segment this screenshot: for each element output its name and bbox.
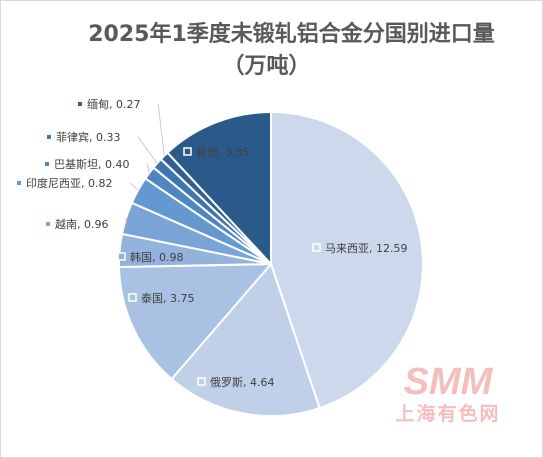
leader-line (146, 163, 150, 173)
legend-key (197, 377, 206, 386)
data-label: 印度尼西亚, 0.82 (26, 176, 113, 190)
data-label: 巴基斯坦, 0.40 (54, 157, 130, 171)
chart-title: 2025年1季度未锻轧铝合金分国别进口量 (88, 22, 495, 47)
leader-lines (125, 103, 165, 225)
data-label: 其他, 3.35 (196, 146, 250, 159)
watermark: SMM 上海有色网 (395, 361, 500, 425)
watermark-text: 上海有色网 (395, 402, 500, 425)
legend-key (117, 252, 126, 261)
legend-key (128, 293, 137, 302)
data-label: 马来西亚, 12.59 (325, 242, 407, 255)
pie-slice (166, 110, 272, 267)
data-label: 菲律宾, 0.33 (56, 130, 121, 144)
legend-key (78, 102, 82, 106)
legend-key (17, 181, 21, 185)
data-labels: 马来西亚, 12.59 俄罗斯, 4.64 泰国, 3.75 韩国, 0.98 越南, … (17, 97, 407, 389)
data-label: 缅甸, 0.27 (87, 97, 141, 111)
leader-line (157, 103, 165, 156)
pie-slice (170, 262, 321, 417)
pie-slice (270, 110, 424, 410)
data-label: 俄罗斯, 4.64 (210, 376, 275, 389)
legend-key (45, 162, 49, 166)
legend-key (183, 147, 192, 156)
chart-subtitle-unit: （万吨） (222, 54, 311, 79)
leader-line (129, 182, 139, 191)
data-label: 越南, 0.96 (55, 217, 109, 231)
data-label: 韩国, 0.98 (130, 250, 184, 264)
legend-key (312, 243, 321, 252)
legend-key (47, 135, 51, 139)
leader-line (137, 136, 158, 164)
pie-slice (118, 262, 274, 381)
pie-slices (118, 110, 424, 417)
legend-key (46, 222, 50, 226)
watermark-logo: SMM (404, 361, 494, 403)
data-label: 泰国, 3.75 (141, 291, 195, 305)
